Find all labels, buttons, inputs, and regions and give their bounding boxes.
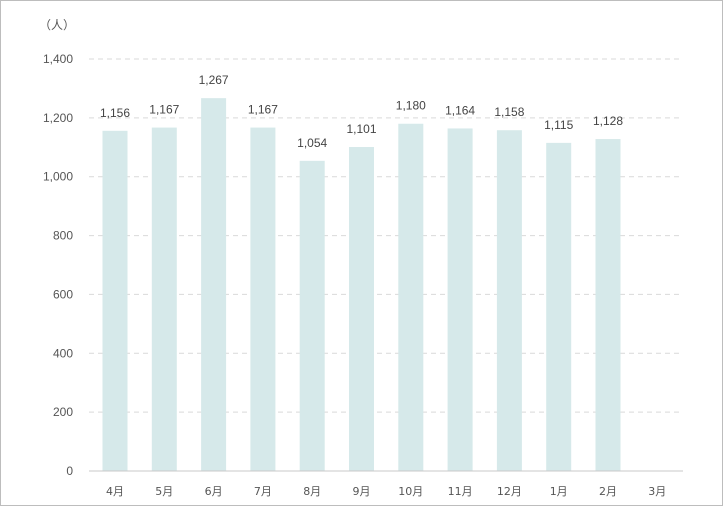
bar: [250, 127, 276, 471]
bar: [349, 146, 374, 471]
data-label: 1,167: [149, 103, 179, 117]
data-label: 1,158: [494, 105, 524, 119]
x-axis-labels: 4月 5月 6月 7月 8月 9月 10月 11月 12月 1月 2月 3月: [106, 485, 666, 498]
y-tick-label: 600: [53, 287, 73, 301]
y-tick-label: 800: [53, 229, 73, 243]
y-tick-label: 1,400: [43, 52, 73, 66]
x-tick-label: 4月: [106, 485, 124, 498]
x-tick-label: 10月: [398, 485, 423, 498]
data-label: 1,101: [346, 122, 376, 136]
x-tick-label: 5月: [155, 485, 173, 498]
bar: [546, 142, 572, 471]
data-label: 1,156: [100, 106, 130, 120]
data-label: 1,128: [593, 114, 623, 128]
data-label: 1,164: [445, 103, 475, 117]
y-tick-label: 1,000: [43, 170, 73, 184]
x-tick-label: 11月: [448, 485, 473, 498]
data-label: 1,115: [544, 118, 573, 132]
y-axis-ticks: 0 200 400 600 800 1,000 1,200 1,400: [43, 52, 73, 478]
y-tick-label: 1,200: [43, 111, 73, 125]
data-label: 1,180: [396, 99, 426, 113]
data-label: 1,267: [199, 73, 229, 87]
data-labels: 1,156 1,167 1,267 1,167 1,054 1,101 1,180 1,164…: [100, 73, 623, 150]
x-tick-label: 7月: [254, 485, 272, 498]
bar: [496, 130, 522, 471]
x-tick-label: 6月: [205, 485, 223, 498]
data-label: 1,054: [297, 136, 327, 150]
y-unit-label: （人）: [39, 18, 75, 32]
bar: [299, 160, 325, 471]
bar: [447, 128, 473, 472]
bar: [102, 130, 128, 471]
x-tick-label: 1月: [550, 485, 568, 498]
x-tick-label: 3月: [648, 485, 666, 498]
gridlines: [89, 58, 683, 413]
x-tick-label: 8月: [303, 485, 321, 498]
bar: [201, 98, 227, 471]
bar: [151, 127, 177, 471]
x-tick-label: 2月: [599, 485, 617, 498]
bar: [595, 139, 621, 471]
data-label: 1,167: [248, 103, 278, 117]
x-tick-label: 12月: [497, 485, 522, 498]
bars: [102, 98, 621, 472]
bar: [398, 123, 424, 471]
y-tick-label: 400: [53, 346, 73, 360]
x-tick-label: 9月: [353, 485, 371, 498]
y-tick-label: 200: [53, 405, 73, 419]
y-tick-label: 0: [66, 464, 73, 478]
